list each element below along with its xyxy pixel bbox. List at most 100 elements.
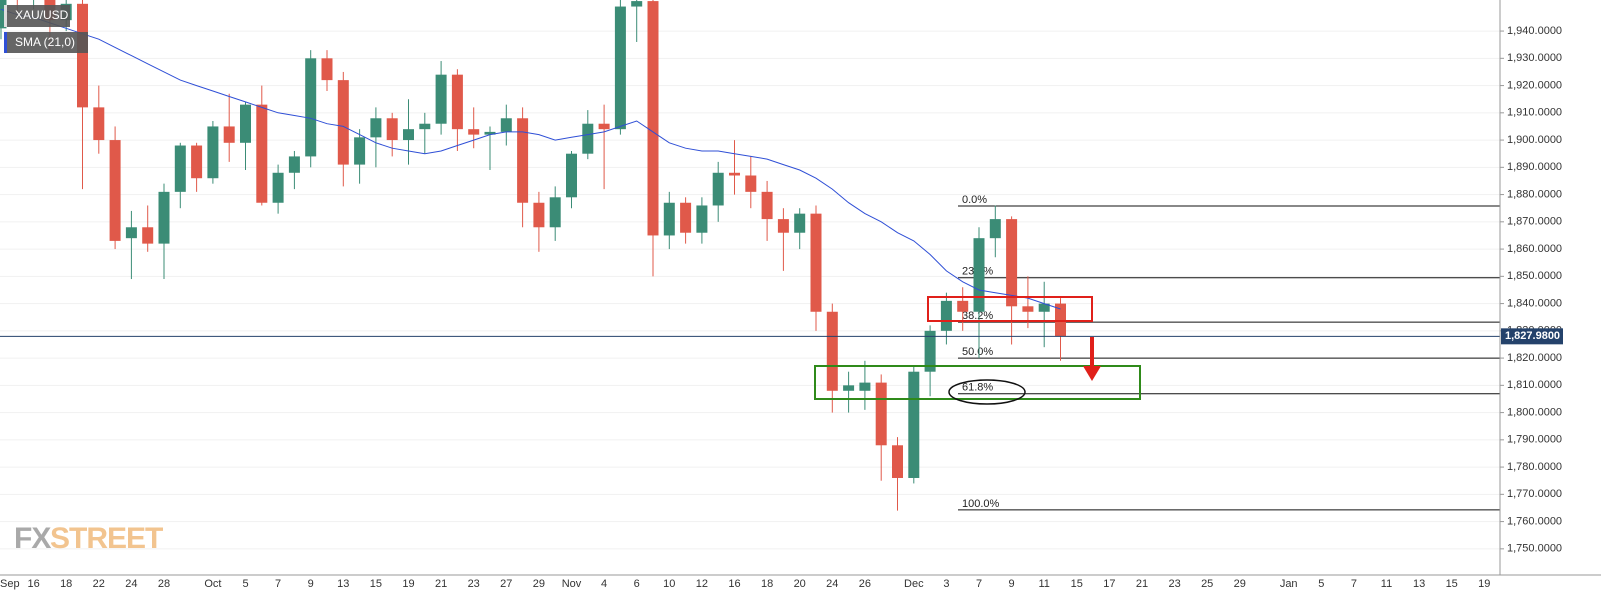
last-price-box	[1501, 328, 1563, 345]
x-tick-label: 11	[1381, 578, 1392, 590]
fib-ellipse	[948, 379, 1026, 405]
candle-body	[875, 382, 887, 446]
candle-body	[940, 300, 952, 331]
fib-label: 100.0%	[962, 498, 1000, 510]
candle-body	[973, 238, 985, 312]
y-tick-label: 1,750.0000	[1507, 543, 1562, 555]
candle-body	[191, 145, 203, 179]
candle-body	[256, 104, 268, 203]
x-tick-label: 22	[93, 578, 105, 590]
candle-body	[337, 80, 349, 165]
candle-body	[0, 0, 7, 29]
x-tick-label: 7	[1351, 578, 1357, 590]
x-tick-label: 3	[943, 578, 949, 590]
x-tick-label: 21	[1136, 578, 1148, 590]
y-tick-label: 1,930.0000	[1507, 52, 1562, 64]
candle-body	[435, 74, 447, 124]
resistance-box	[927, 296, 1093, 322]
y-tick-label: 1,770.0000	[1507, 488, 1562, 500]
x-tick-label: 24	[826, 578, 838, 590]
y-tick-label: 1,760.0000	[1507, 515, 1562, 527]
candle-body	[158, 191, 170, 244]
candle-body	[223, 126, 235, 143]
last-price-label: 1,827.9800	[1505, 330, 1560, 342]
candle-body	[712, 172, 724, 206]
candle-body	[272, 172, 284, 203]
candle-body	[745, 175, 757, 192]
x-tick-label: 25	[1201, 578, 1213, 590]
x-tick-label: 7	[976, 578, 982, 590]
candle-body	[810, 213, 822, 312]
candle-body	[533, 202, 545, 228]
x-tick-label: 6	[634, 578, 640, 590]
legend-symbol: XAU/USD	[15, 8, 69, 22]
x-tick-label: 5	[1318, 578, 1324, 590]
candle-body	[500, 118, 512, 132]
x-tick-label: 15	[1446, 578, 1458, 590]
candle-body	[549, 197, 561, 228]
fib-label: 61.8%	[962, 382, 993, 394]
candle-body	[924, 330, 936, 372]
candle-body	[174, 145, 186, 192]
candle-body	[826, 311, 838, 391]
y-tick-label: 1,820.0000	[1507, 352, 1562, 364]
candle-body	[321, 58, 333, 81]
x-tick-label: Oct	[204, 578, 221, 590]
y-tick-label: 1,810.0000	[1507, 379, 1562, 391]
x-tick-label: 16	[728, 578, 740, 590]
candle-body	[631, 1, 643, 7]
candle-body	[843, 385, 855, 391]
candle-body	[109, 140, 121, 241]
candle-body	[517, 118, 529, 203]
x-tick-label: 29	[1234, 578, 1246, 590]
y-tick-label: 1,790.0000	[1507, 434, 1562, 446]
legend-sma: SMA (21,0)	[15, 35, 75, 49]
candle-body	[1038, 303, 1050, 312]
y-tick-label: 1,860.0000	[1507, 243, 1562, 255]
x-tick-label: 29	[533, 578, 545, 590]
candle-body	[957, 300, 969, 312]
y-tick-label: 1,890.0000	[1507, 161, 1562, 173]
x-tick-label: 20	[794, 578, 806, 590]
candle-body	[859, 382, 871, 391]
candle-body	[729, 172, 740, 176]
x-tick-label: 23	[468, 578, 480, 590]
x-tick-label: 9	[308, 578, 314, 590]
candle-body	[647, 1, 659, 236]
y-tick-label: 1,840.0000	[1507, 297, 1562, 309]
x-tick-label: 27	[500, 578, 512, 590]
x-tick-label: 23	[1168, 578, 1180, 590]
candle-body	[386, 118, 398, 141]
x-tick-label: 13	[337, 578, 349, 590]
candle-body	[892, 445, 903, 478]
x-tick-label: 9	[1009, 578, 1015, 590]
y-tick-label: 1,780.0000	[1507, 461, 1562, 473]
y-tick-label: 1,880.0000	[1507, 188, 1562, 200]
x-tick-label: 11	[1038, 578, 1049, 590]
grid	[0, 30, 1500, 550]
candle-body	[908, 371, 920, 478]
candle-body	[93, 107, 105, 141]
x-tick-label: 18	[60, 578, 72, 590]
legend-sma-box	[4, 32, 88, 53]
support-box	[814, 365, 1141, 400]
fib-label: 38.2%	[962, 310, 993, 322]
candle-body	[761, 191, 773, 220]
x-tick-label: Jan	[1280, 578, 1298, 590]
x-tick-label: 5	[242, 578, 248, 590]
fib-label: 50.0%	[962, 346, 993, 358]
x-tick-label: 15	[1071, 578, 1083, 590]
y-tick-label: 1,910.0000	[1507, 107, 1562, 119]
candle-body	[125, 227, 137, 239]
candle-body	[451, 74, 463, 130]
y-tick-label: 1,850.0000	[1507, 270, 1562, 282]
x-tick-label: 19	[1478, 578, 1490, 590]
y-tick-label: 1,920.0000	[1507, 79, 1562, 91]
x-tick-label: 4	[601, 578, 607, 590]
candle-body	[419, 123, 431, 130]
candle-body	[663, 202, 675, 236]
x-tick-label: 19	[402, 578, 414, 590]
candle-body	[989, 219, 1001, 239]
legend-symbol-box	[4, 5, 70, 27]
